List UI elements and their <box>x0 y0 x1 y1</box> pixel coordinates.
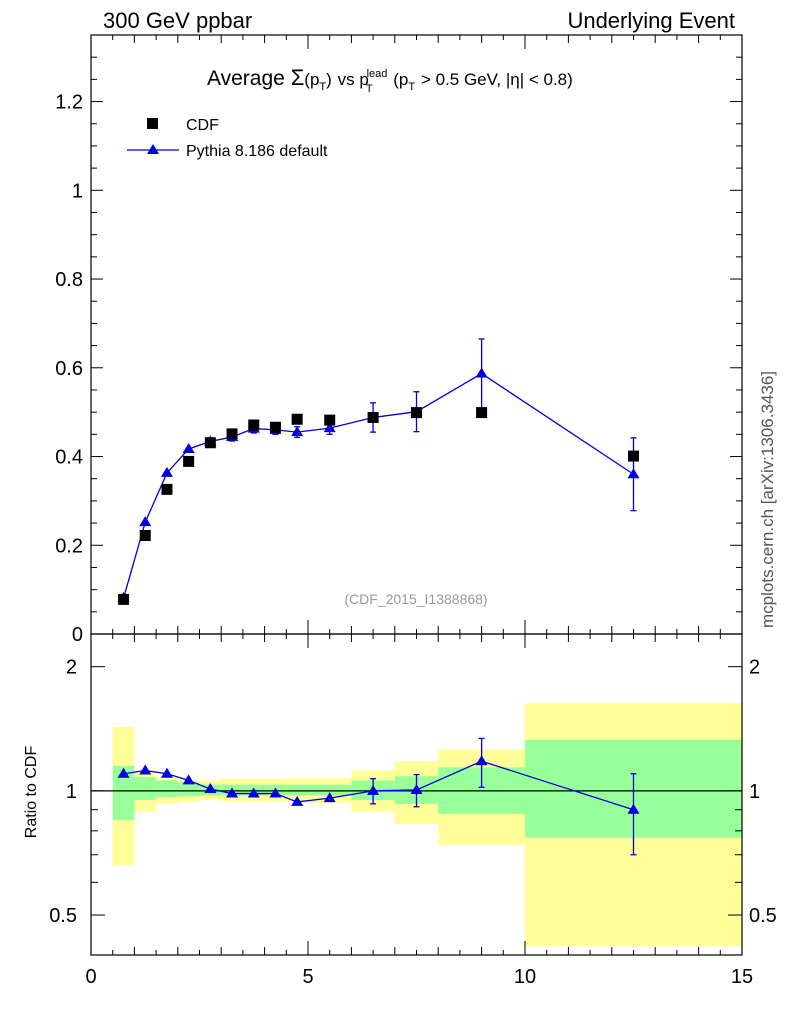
mc-point <box>475 367 488 378</box>
legend-cdf-marker <box>147 118 158 129</box>
cdf-point <box>367 411 379 423</box>
ratio-point <box>160 767 173 778</box>
cdf-point <box>226 428 238 440</box>
main-ticks: 0 0.2 0.4 0.6 0.8 1 1.2 <box>55 35 743 646</box>
cdf-point <box>204 437 216 449</box>
analysis-watermark: (CDF_2015_I1388868) <box>344 591 487 607</box>
inner-band-bin <box>156 780 178 798</box>
cdf-point <box>118 593 130 605</box>
legend-mc-marker <box>147 144 159 154</box>
main-series <box>117 338 640 605</box>
ratio-ytick-label-right: 2 <box>749 657 760 679</box>
main-ytick-label: 0.2 <box>55 535 83 557</box>
ratio-ticks: 0.5 0.5 1 1 2 2 0 5 10 15 <box>49 634 777 988</box>
ratio-point <box>247 787 260 798</box>
inner-band-bin <box>286 784 308 796</box>
ratio-point <box>226 787 239 798</box>
ratio-point <box>410 783 423 794</box>
main-title: Average Σ(pT) vs pTlead (pT > 0.5 GeV, |… <box>207 59 573 95</box>
main-ytick-label: 0.4 <box>55 447 83 469</box>
ratio-point <box>139 764 152 775</box>
cdf-point <box>628 450 639 462</box>
cdf-point <box>139 529 151 541</box>
main-ytick-label: 0.8 <box>55 269 83 291</box>
cdf-point <box>161 483 173 495</box>
legend-mc-label: Pythia 8.186 default <box>186 143 328 160</box>
ratio-bands <box>112 703 742 947</box>
header-right: Underlying Event <box>567 8 735 33</box>
ratio-ytick-label-right: 1 <box>749 781 760 803</box>
inner-band-bin <box>177 782 200 797</box>
mc-point <box>627 468 640 479</box>
main-ytick-label: 0.6 <box>55 358 83 380</box>
ratio-point <box>323 792 336 803</box>
mc-line <box>122 372 634 599</box>
mc-point <box>160 466 173 477</box>
ratio-point <box>204 783 217 794</box>
ratio-series <box>117 737 640 856</box>
cdf-point <box>183 455 195 467</box>
ratio-point <box>367 784 380 795</box>
mc-point <box>323 422 336 433</box>
mc-point <box>182 442 195 453</box>
main-ytick-label: 1.2 <box>55 92 83 114</box>
ratio-ytick-label: 1 <box>66 781 77 803</box>
legend-cdf-label: CDF <box>186 117 219 134</box>
inner-band-bin <box>112 765 135 820</box>
ratio-point <box>269 787 282 798</box>
cdf-point <box>269 421 281 433</box>
ratio-ytick-label: 0.5 <box>49 905 77 927</box>
inner-band-bin <box>134 777 157 801</box>
mc-point <box>139 516 152 527</box>
ratio-point <box>291 795 304 806</box>
ratio-point <box>182 774 195 785</box>
header-left: 300 GeV ppbar <box>103 8 253 33</box>
ratio-xtick-label: 15 <box>731 966 753 988</box>
mc-point <box>291 426 304 437</box>
cdf-point <box>291 413 303 425</box>
ratio-ylabel: Ratio to CDF <box>23 746 40 839</box>
ratio-point <box>117 767 130 778</box>
ratio-xtick-label: 10 <box>514 966 536 988</box>
cdf-point <box>324 414 336 426</box>
main-ytick-label: 1 <box>72 180 83 202</box>
inner-band-bin <box>308 784 352 796</box>
cdf-point <box>476 407 488 419</box>
ratio-ytick-label: 2 <box>66 657 77 679</box>
cdf-point <box>248 419 260 431</box>
main-ytick-label: 0 <box>72 624 83 646</box>
ratio-xtick-label: 5 <box>302 966 313 988</box>
ratio-point <box>627 803 640 814</box>
legend: CDF Pythia 8.186 default <box>127 117 328 160</box>
ratio-ytick-label-right: 0.5 <box>749 905 777 927</box>
ratio-xtick-label: 0 <box>85 966 96 988</box>
ratio-point <box>475 755 488 766</box>
cdf-point <box>411 407 422 419</box>
